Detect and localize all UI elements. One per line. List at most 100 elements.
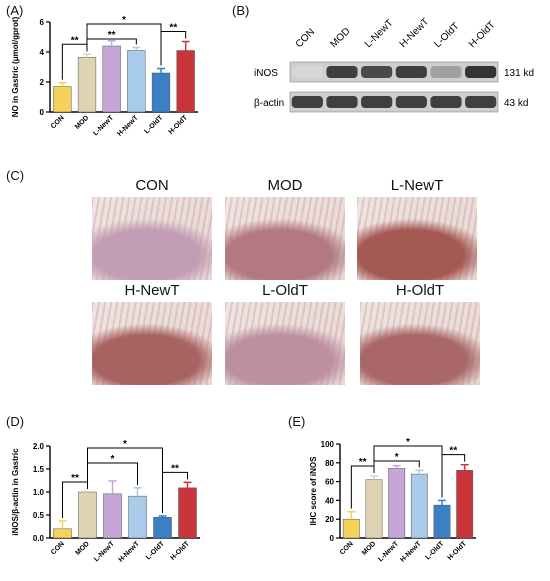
bar-l-newt [388,468,406,539]
ihc-title: H-OldT [395,282,445,299]
lane-label: MOD [328,26,352,50]
blot-band [326,66,358,78]
blot-band [395,66,427,78]
ihc-image [92,197,212,280]
x-tick-label: H-NewT [118,540,142,564]
x-tick-label: H-NewT [116,114,140,138]
significance-label: ** [169,23,177,34]
blot-band [361,66,393,78]
blot-band [326,96,358,108]
y-tick-label: 40 [325,496,334,505]
x-tick-label: L-OldT [425,540,446,561]
bar-con [53,86,72,113]
western-blot: CON MOD L-NewT H-NewT L-OldT H-OldT iNOS 131 kd… [254,16,534,113]
y-tick-label: 0 [40,108,45,117]
panel-label-c: (C) [6,168,25,183]
blot-row-label: iNOS [254,68,278,79]
blot-size-label: 131 kd [504,68,534,79]
ihc-image [357,197,477,280]
bar-con [342,518,360,539]
blot-band [291,96,323,108]
bar-h-oldt [176,50,195,113]
ihc-title: H-NewT [124,282,180,299]
y-tick-label: 0 [330,534,335,543]
significance-bracket [162,471,188,513]
y-tick-label: 0.0 [33,534,45,543]
panel-label-a: (A) [6,3,24,18]
bar-h-oldt [456,470,474,539]
x-tick-label: L-OldT [144,114,165,135]
blot-band [361,96,393,108]
chart-d-inos-ratio: 0.0 0.5 1.0 1.5 2.0 iNOS/β-actin in Gastric CO… [11,439,200,564]
significance-bracket [373,445,443,498]
y-tick-label: 4 [40,48,45,57]
y-tick-label: 80 [325,459,334,468]
y-tick-label: 60 [325,478,334,487]
x-tick-label: CON [339,540,355,556]
significance-label: ** [449,446,457,457]
panel-label-d: (D) [6,414,25,429]
ihc-image [92,302,212,385]
x-tick-label: MOD [74,540,91,557]
significance-label: * [123,439,127,450]
bar-h-oldt [178,487,197,539]
bar-l-oldt [153,517,172,539]
bar-l-oldt [151,72,171,113]
x-tick-label: H-OldT [447,540,469,562]
ihc-title: L-OldT [262,282,308,299]
blot-row-label: β-actin [254,98,284,109]
lane-label: L-OldT [432,21,461,50]
blot-band [430,66,462,78]
lane-label: H-OldT [467,20,498,51]
x-tick-label: H-OldT [168,114,190,136]
blot-band [465,66,497,78]
x-tick-label: CON [50,114,66,130]
bar-l-newt [103,493,122,539]
significance-label: ** [171,463,179,474]
significance-bracket [160,31,187,66]
x-tick-label: L-NewT [93,540,116,563]
x-tick-label: L-NewT [92,114,115,137]
significance-bracket [86,23,162,66]
x-tick-label: H-OldT [169,540,191,562]
blot-size-label: 43 kd [504,98,528,109]
bar-mod [77,57,97,113]
bar-l-newt [102,45,121,113]
blot-band [465,96,497,108]
significance-label: ** [71,35,79,46]
bar-con [53,528,72,539]
y-tick-label: 1.0 [33,488,45,497]
panel-label-e: (E) [288,414,306,429]
lane-label: CON [294,27,318,51]
ihc-title: MOD [267,177,303,194]
x-tick-label: CON [50,540,66,556]
bar-h-newt [410,473,428,539]
significance-label: * [395,452,399,463]
ihc-image [360,302,480,385]
chart-a-no-levels: 0 2 4 6 NO in Gastric (μmol/gprot) CON MOD L-Ne… [11,15,198,138]
blot-band [395,96,427,108]
bar-h-newt [128,495,147,539]
panel-label-b: (B) [232,3,250,18]
y-tick-label: 20 [325,515,334,524]
bar-l-oldt [433,504,451,539]
y-tick-label: 2.0 [33,442,45,451]
significance-label: * [111,454,115,465]
x-tick-label: L-NewT [377,540,400,563]
blot-band [430,96,462,108]
ihc-title: CON [135,177,169,194]
significance-label: ** [359,457,367,468]
significance-label: ** [108,30,116,41]
x-tick-label: MOD [74,114,91,131]
y-tick-label: 0.5 [33,511,45,520]
x-tick-label: MOD [361,540,378,557]
y-axis-label: IHC score of iNOS [309,456,318,526]
y-tick-label: 6 [40,18,45,27]
blot-band [291,66,323,78]
y-tick-label: 100 [321,440,335,449]
ihc-title: L-NewT [390,177,444,194]
significance-bracket [87,447,163,513]
lane-label: L-NewT [363,18,396,51]
ihc-image [225,197,345,280]
